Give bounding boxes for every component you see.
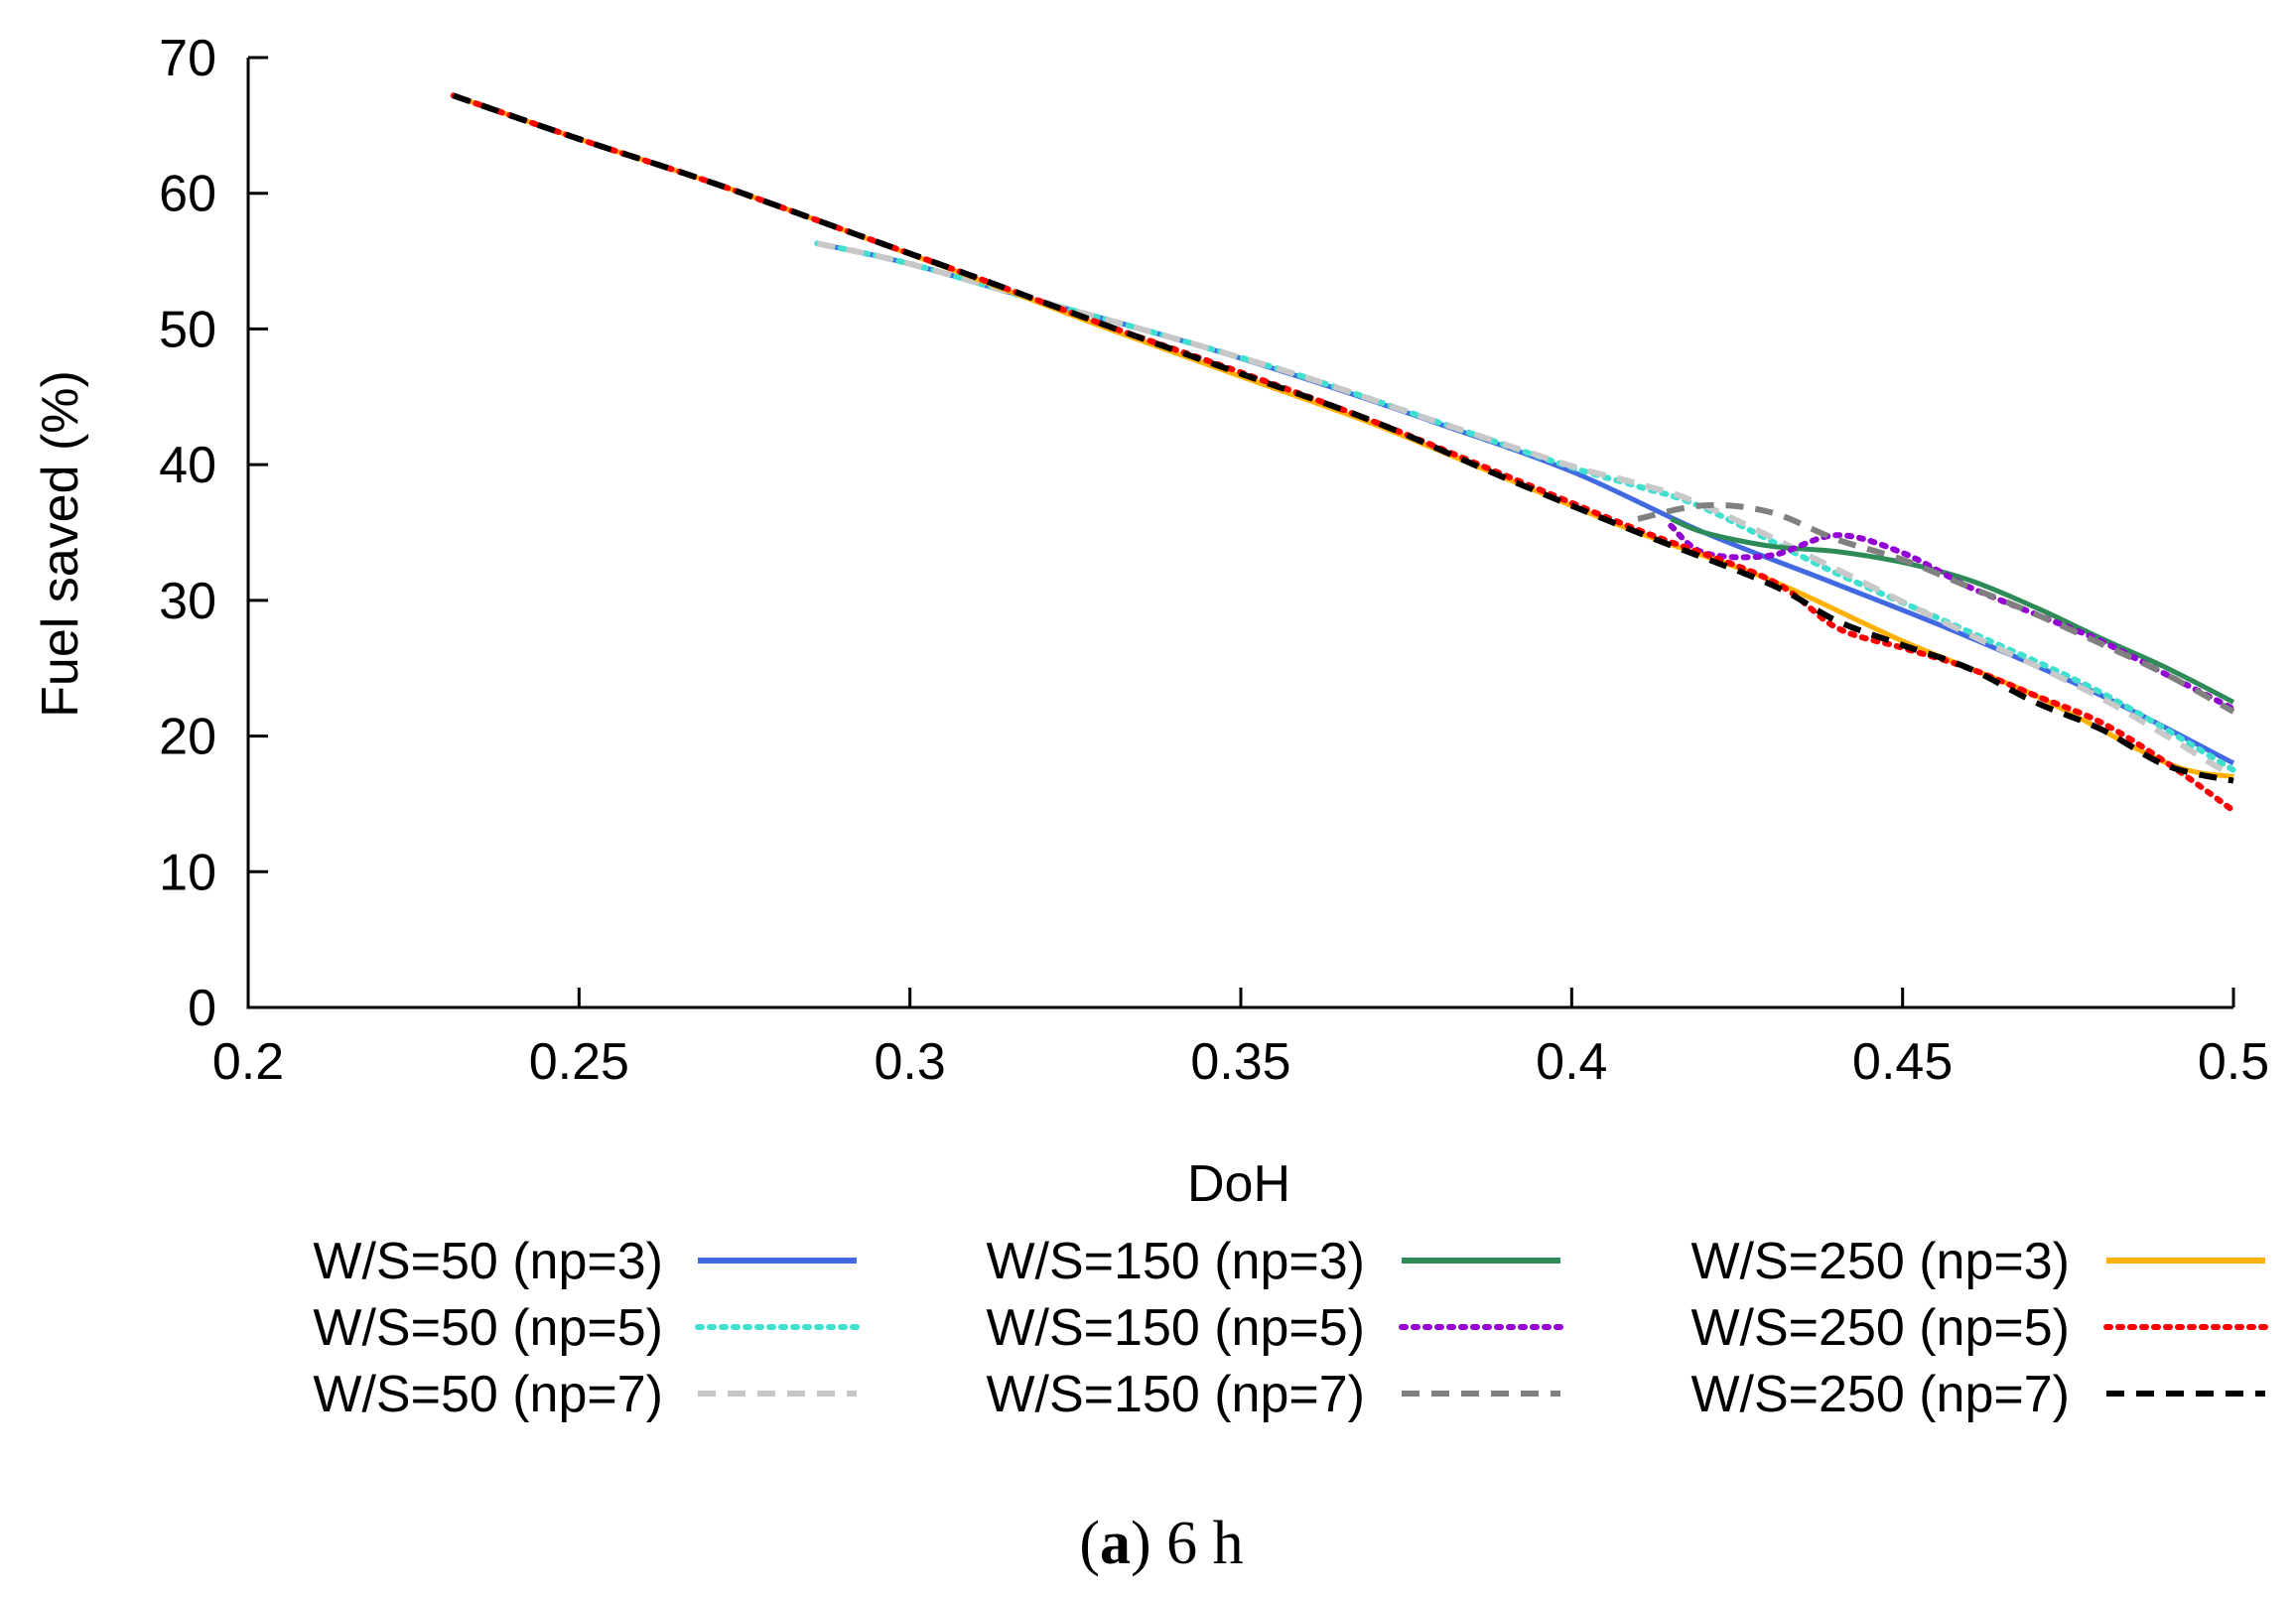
x-tick-label: 0.4	[1536, 1033, 1607, 1091]
series-line-w-s-50-np-7	[816, 240, 2235, 780]
legend-label-w-s-150-np-7: W/S=150 (np=7)	[986, 1366, 1365, 1423]
legend-label-w-s-250-np-5: W/S=250 (np=5)	[1690, 1299, 2070, 1357]
y-axis-label: Fuel saved (%)	[32, 370, 89, 718]
y-tick-label: 0	[188, 980, 216, 1037]
legend-label-w-s-50-np-3: W/S=50 (np=3)	[313, 1233, 663, 1290]
y-ticks: 0 10 20 30 40 50 60 70	[159, 30, 268, 1037]
x-ticks: 0.2 0.25 0.3 0.35 0.4 0.45 0.5	[212, 988, 2269, 1091]
x-axis-label: DoH	[1187, 1155, 1290, 1213]
legend-label-w-s-150-np-3: W/S=150 (np=3)	[986, 1233, 1365, 1290]
y-tick-label: 70	[159, 30, 216, 87]
x-tick-label: 0.45	[1852, 1033, 1953, 1091]
legend-label-w-s-250-np-3: W/S=250 (np=3)	[1690, 1233, 2070, 1290]
legend-label-w-s-150-np-5: W/S=150 (np=5)	[986, 1299, 1365, 1357]
legend: W/S=50 (np=3) W/S=50 (np=5) W/S=50 (np=7) W…	[313, 1233, 2268, 1423]
legend-label-w-s-50-np-7: W/S=50 (np=7)	[313, 1366, 663, 1423]
legend-label-w-s-50-np-5: W/S=50 (np=5)	[313, 1299, 663, 1357]
series-line-w-s-150-np-7	[1637, 501, 2235, 715]
y-tick-label: 50	[159, 301, 216, 358]
y-tick-label: 20	[159, 709, 216, 766]
x-tick-label: 0.3	[875, 1033, 946, 1091]
x-tick-label: 0.5	[2198, 1033, 2269, 1091]
legend-label-w-s-250-np-7: W/S=250 (np=7)	[1690, 1366, 2070, 1423]
y-tick-label: 10	[159, 844, 216, 901]
series-line-w-s-250-np-7	[452, 92, 2234, 784]
y-tick-label: 30	[159, 573, 216, 630]
y-tick-label: 40	[159, 437, 216, 494]
figure-caption: (a) 6 h	[1079, 1510, 1243, 1577]
y-tick-label: 60	[159, 166, 216, 223]
x-tick-label: 0.35	[1190, 1033, 1290, 1091]
series-lines	[450, 92, 2236, 814]
x-tick-label: 0.25	[529, 1033, 629, 1091]
x-tick-label: 0.2	[212, 1033, 284, 1091]
